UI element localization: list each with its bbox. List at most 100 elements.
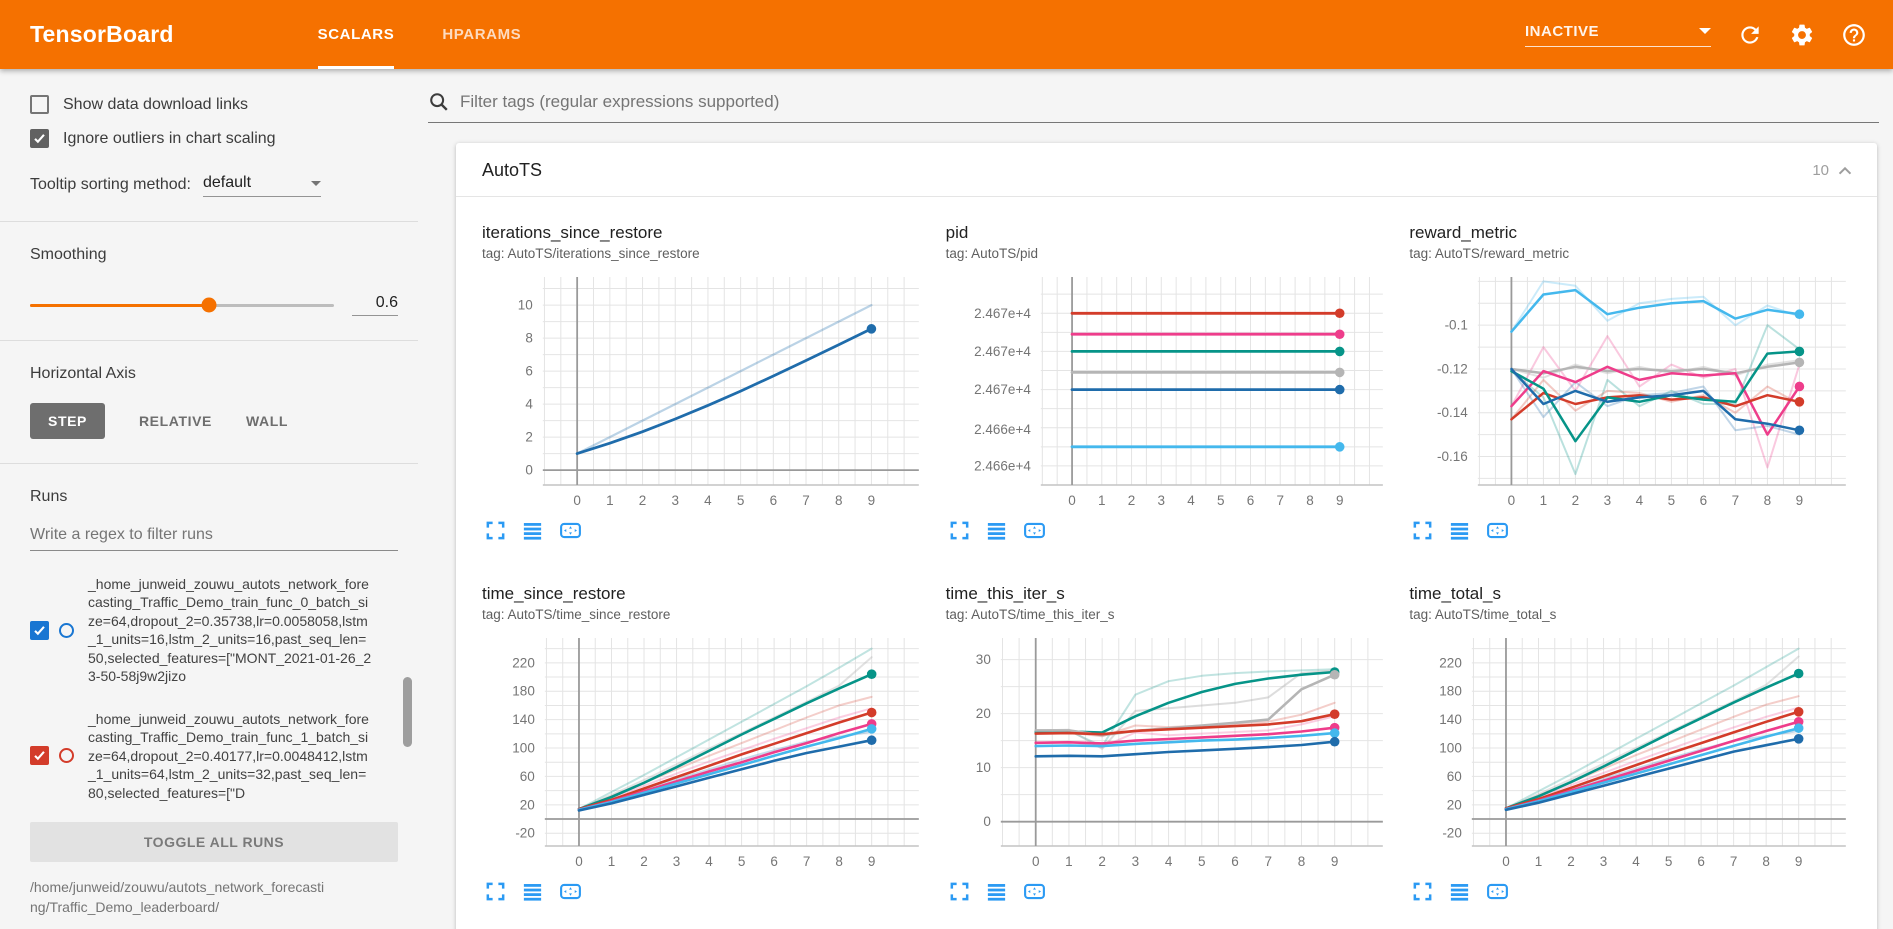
axis-relative-button[interactable]: RELATIVE xyxy=(138,413,212,429)
svg-text:2: 2 xyxy=(640,854,648,869)
fullscreen-icon[interactable] xyxy=(484,880,507,903)
svg-text:6: 6 xyxy=(770,493,778,508)
svg-text:60: 60 xyxy=(520,769,535,784)
fullscreen-icon[interactable] xyxy=(1411,519,1434,542)
run-name: _home_junweid_zouwu_autots_network_forec… xyxy=(88,710,369,801)
chart-title: time_since_restore xyxy=(482,584,626,603)
svg-text:4: 4 xyxy=(525,397,533,412)
svg-text:6: 6 xyxy=(525,364,533,379)
svg-text:7: 7 xyxy=(1276,493,1284,508)
line-chart-plot[interactable]: -0.1 -0.12 -0.14 -0.16 0 1 2 3 4 5 6 7 8 9 xyxy=(1409,269,1859,515)
data-table-icon[interactable] xyxy=(521,519,544,542)
smoothing-slider[interactable] xyxy=(30,297,334,313)
svg-text:140: 140 xyxy=(512,712,535,727)
show-download-links-checkbox[interactable]: Show data download links xyxy=(30,95,398,114)
svg-text:0: 0 xyxy=(1032,854,1040,869)
svg-text:8: 8 xyxy=(835,493,843,508)
svg-text:2.467e+4: 2.467e+4 xyxy=(974,344,1031,359)
data-table-icon[interactable] xyxy=(985,880,1008,903)
chart-card: time_this_iter_s tag: AutoTS/time_this_it… xyxy=(946,584,1396,903)
check-icon xyxy=(34,751,45,761)
toggle-all-runs-button[interactable]: TOGGLE ALL RUNS xyxy=(30,822,398,863)
data-table-icon[interactable] xyxy=(521,880,544,903)
svg-text:8: 8 xyxy=(525,331,533,346)
fit-domain-icon[interactable] xyxy=(558,519,583,542)
svg-text:8: 8 xyxy=(1297,854,1305,869)
tab-hparams[interactable]: HPARAMS xyxy=(442,26,522,43)
tab-bar: SCALARS HPARAMS xyxy=(294,0,546,69)
data-status-dropdown[interactable]: INACTIVE xyxy=(1525,23,1711,47)
run-radio[interactable] xyxy=(59,748,74,764)
chart-tag-subtitle: tag: AutoTS/time_total_s xyxy=(1409,607,1557,622)
runs-list: _home_junweid_zouwu_autots_network_forec… xyxy=(30,575,398,802)
svg-text:10: 10 xyxy=(975,760,990,775)
fit-domain-icon[interactable] xyxy=(1485,880,1510,903)
svg-text:3: 3 xyxy=(671,493,679,508)
ignore-outliers-checkbox[interactable]: Ignore outliers in chart scaling xyxy=(30,129,398,148)
fit-domain-icon[interactable] xyxy=(1022,519,1047,542)
log-directory-path: /home/junweid/zouwu/autots_network_forec… xyxy=(30,879,325,915)
svg-text:220: 220 xyxy=(512,655,535,670)
run-checkbox[interactable] xyxy=(30,620,49,640)
svg-text:5: 5 xyxy=(738,854,746,869)
runs-regex-input[interactable] xyxy=(30,520,398,551)
svg-text:2: 2 xyxy=(639,493,647,508)
svg-text:-0.14: -0.14 xyxy=(1437,405,1468,420)
fit-domain-icon[interactable] xyxy=(558,880,583,903)
filter-tags-input[interactable] xyxy=(460,92,1879,112)
runs-scrollbar[interactable] xyxy=(403,677,412,747)
svg-text:5: 5 xyxy=(1217,493,1225,508)
chevron-down-icon xyxy=(1699,28,1711,34)
fit-domain-icon[interactable] xyxy=(1022,880,1047,903)
svg-text:-0.16: -0.16 xyxy=(1437,449,1468,464)
svg-text:2: 2 xyxy=(1127,493,1135,508)
chart-toolbar xyxy=(1409,519,1859,542)
svg-text:9: 9 xyxy=(1336,493,1344,508)
fullscreen-icon[interactable] xyxy=(484,519,507,542)
line-chart-plot[interactable]: 220 180 140 100 60 20 -20 0 1 2 3 4 5 6 7 8 9 xyxy=(482,630,932,876)
svg-text:1: 1 xyxy=(1535,854,1543,869)
fullscreen-icon[interactable] xyxy=(948,880,971,903)
settings-gear-icon[interactable] xyxy=(1789,22,1815,48)
svg-text:6: 6 xyxy=(1698,854,1706,869)
refresh-icon[interactable] xyxy=(1737,22,1763,48)
svg-text:6: 6 xyxy=(1231,854,1239,869)
svg-text:9: 9 xyxy=(868,493,876,508)
line-chart-plot[interactable]: 2.467e+4 2.467e+4 2.467e+4 2.466e+4 2.466e+4… xyxy=(946,269,1396,515)
line-chart-plot[interactable]: 10 8 6 4 2 0 0 1 2 3 4 5 6 7 8 9 xyxy=(482,269,932,515)
chart-tag-subtitle: tag: AutoTS/time_this_iter_s xyxy=(945,607,1115,622)
data-table-icon[interactable] xyxy=(1448,880,1471,903)
run-checkbox[interactable] xyxy=(30,746,49,766)
fullscreen-icon[interactable] xyxy=(1411,880,1434,903)
svg-text:9: 9 xyxy=(1796,493,1804,508)
settings-sidebar: Show data download links Ignore outliers… xyxy=(0,69,418,929)
axis-wall-button[interactable]: WALL xyxy=(245,413,289,429)
run-row[interactable]: _home_junweid_zouwu_autots_network_forec… xyxy=(30,575,398,686)
section-collapse-toggle[interactable]: 10 xyxy=(1812,161,1855,181)
svg-text:7: 7 xyxy=(803,854,811,869)
search-icon xyxy=(430,93,448,111)
line-chart-plot[interactable]: 30 20 10 0 0 1 2 3 4 5 6 7 8 9 xyxy=(946,630,1396,876)
tooltip-sorting-dropdown[interactable]: default xyxy=(202,174,321,197)
svg-text:1: 1 xyxy=(1540,493,1548,508)
axis-step-button[interactable]: STEP xyxy=(30,403,105,439)
help-icon[interactable] xyxy=(1841,22,1867,48)
fullscreen-icon[interactable] xyxy=(948,519,971,542)
svg-text:180: 180 xyxy=(512,684,535,699)
line-chart-plot[interactable]: 220 180 140 100 60 20 -20 0 1 2 3 4 5 6 7 8 9 xyxy=(1409,630,1859,876)
tab-scalars[interactable]: SCALARS xyxy=(294,0,419,69)
svg-text:4: 4 xyxy=(1187,493,1195,508)
chart-toolbar xyxy=(482,519,932,542)
data-table-icon[interactable] xyxy=(1448,519,1471,542)
chart-title: iterations_since_restore xyxy=(482,223,663,242)
slider-thumb[interactable] xyxy=(201,297,217,313)
svg-text:2.467e+4: 2.467e+4 xyxy=(974,382,1031,397)
smoothing-value-field[interactable]: 0.6 xyxy=(352,294,398,316)
fit-domain-icon[interactable] xyxy=(1485,519,1510,542)
run-radio[interactable] xyxy=(59,622,74,638)
chart-toolbar xyxy=(1409,880,1859,903)
check-icon xyxy=(34,626,45,636)
svg-text:20: 20 xyxy=(1447,797,1462,812)
data-table-icon[interactable] xyxy=(985,519,1008,542)
run-row[interactable]: _home_junweid_zouwu_autots_network_forec… xyxy=(30,710,398,802)
